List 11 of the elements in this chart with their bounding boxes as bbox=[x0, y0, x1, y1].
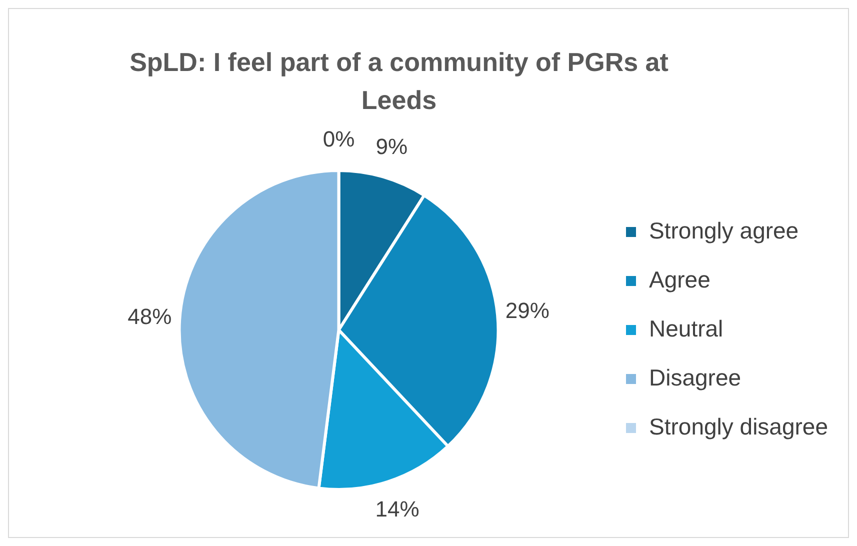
legend-label: Neutral bbox=[649, 315, 724, 342]
chart-title: SpLD: I feel part of a community of PGRs at Leeds bbox=[128, 46, 670, 117]
legend-label: Strongly disagree bbox=[649, 413, 828, 440]
data-label: 29% bbox=[505, 298, 550, 324]
legend-label: Disagree bbox=[649, 364, 742, 390]
legend-label: Strongly agree bbox=[649, 217, 799, 244]
data-label: 9% bbox=[376, 134, 408, 160]
legend-label: Agree bbox=[649, 266, 710, 292]
text: 0% bbox=[322, 126, 355, 152]
data-label: 14% bbox=[375, 496, 420, 522]
data-label: 48% bbox=[128, 304, 172, 330]
